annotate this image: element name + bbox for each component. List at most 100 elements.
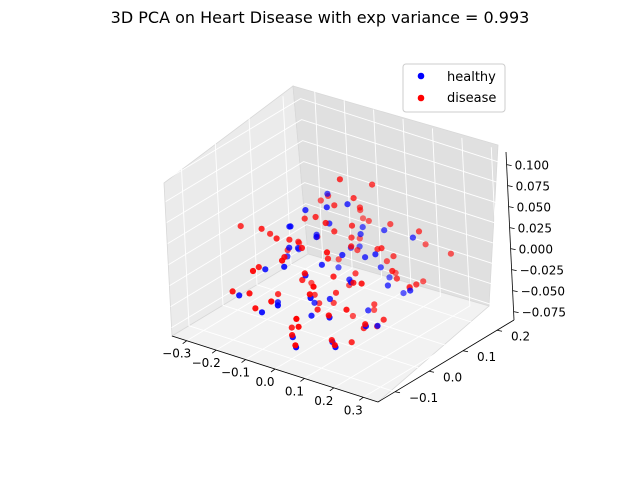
x-tick-mark xyxy=(241,359,246,363)
y-tick-label: −0.1 xyxy=(409,391,438,405)
legend-box xyxy=(402,63,506,113)
disease-point xyxy=(393,275,400,282)
disease-point xyxy=(295,238,302,245)
healthy-point xyxy=(323,204,330,211)
disease-point xyxy=(358,280,365,287)
healthy-point xyxy=(308,312,315,319)
disease-point xyxy=(331,228,338,235)
healthy-point xyxy=(359,224,366,231)
disease-point xyxy=(371,306,378,313)
z-grid-line xyxy=(164,98,507,181)
healthy-point xyxy=(339,251,346,259)
z-tick-label: 0.050 xyxy=(517,201,551,215)
disease-point xyxy=(352,270,359,277)
healthy-point xyxy=(409,234,416,241)
z-tick-label: −0.025 xyxy=(520,264,564,278)
disease-point xyxy=(267,230,274,237)
disease-point xyxy=(389,267,396,275)
healthy-point xyxy=(400,290,407,297)
disease-point xyxy=(312,213,319,221)
x-grid-line xyxy=(333,137,471,389)
disease-point xyxy=(420,278,427,285)
legend: healthy disease xyxy=(402,63,506,113)
healthy-point xyxy=(407,287,414,294)
disease-point xyxy=(422,241,429,248)
disease-point xyxy=(378,245,385,252)
disease-point xyxy=(349,312,356,320)
healthy-point xyxy=(311,299,318,306)
disease-point xyxy=(258,225,265,232)
healthy-point xyxy=(262,266,269,273)
healthy-point xyxy=(326,295,333,303)
x-tick-mark xyxy=(211,349,217,354)
healthy-point xyxy=(344,201,351,208)
disease-point xyxy=(323,249,331,256)
healthy-point xyxy=(313,234,320,241)
disease-point xyxy=(380,316,387,323)
disease-point xyxy=(332,289,340,296)
disease-point xyxy=(286,236,293,243)
legend-label-healthy: healthy xyxy=(447,70,496,85)
y-tick-mark xyxy=(496,329,503,332)
y-axis-line xyxy=(377,319,515,403)
y-tick-label: 0.1 xyxy=(477,350,496,364)
disease-point xyxy=(298,244,305,252)
z-tick-mark xyxy=(509,227,515,229)
healthy-point xyxy=(374,322,381,329)
z-tick-label: 0.000 xyxy=(519,243,553,257)
y-grid-line xyxy=(282,96,498,331)
y-tick-mark xyxy=(462,350,469,353)
disease-point xyxy=(356,204,363,211)
x-grid-line xyxy=(304,128,441,379)
disease-point xyxy=(348,222,356,229)
disease-point xyxy=(316,300,323,307)
healthy-point xyxy=(286,244,293,251)
disease-point xyxy=(383,258,390,265)
disease-point xyxy=(335,256,342,263)
z-tick-label: −0.050 xyxy=(521,285,565,299)
disease-point xyxy=(325,312,332,319)
legend-marker-disease xyxy=(417,94,425,102)
x-tick-label: 0.2 xyxy=(314,394,333,408)
disease-point xyxy=(362,321,369,328)
disease-point xyxy=(365,217,372,225)
disease-point xyxy=(348,339,355,346)
disease-point xyxy=(237,223,244,230)
disease-point xyxy=(229,288,236,295)
disease-point xyxy=(343,306,350,313)
z-axis-ticks: −0.075 −0.050 −0.025 0.000 0.025 0.050 0.075 0.… xyxy=(506,159,566,320)
healthy-point xyxy=(386,274,393,281)
disease-point xyxy=(371,301,378,308)
y-tick-mark xyxy=(394,391,401,394)
disease-point xyxy=(310,283,317,290)
disease-point xyxy=(322,219,329,227)
healthy-point xyxy=(365,307,372,314)
x-tick-mark xyxy=(182,340,187,345)
healthy-point xyxy=(287,223,294,230)
disease-point xyxy=(387,221,394,228)
z-tick-label: 0.075 xyxy=(516,180,550,194)
disease-point xyxy=(330,273,337,280)
x-tick-label: 0.0 xyxy=(255,375,274,389)
z-tick-label: 0.100 xyxy=(515,159,549,173)
disease-point xyxy=(415,228,423,235)
z-tick-mark xyxy=(506,164,512,166)
disease-point xyxy=(359,215,367,222)
disease-point xyxy=(301,270,308,277)
z-grid-line xyxy=(167,161,510,244)
disease-point xyxy=(252,305,259,312)
disease-point xyxy=(336,176,343,183)
x-tick-mark xyxy=(270,368,276,373)
disease-point xyxy=(301,215,308,222)
y-tick-label: 0.0 xyxy=(443,370,462,384)
z-tick-mark xyxy=(510,248,516,250)
disease-point xyxy=(268,298,275,305)
x-tick-label: −0.1 xyxy=(221,366,250,380)
healthy-point xyxy=(372,251,379,258)
disease-point xyxy=(317,197,324,204)
healthy-point xyxy=(335,264,342,271)
y-grid-line xyxy=(214,137,430,372)
x-tick-mark xyxy=(359,396,364,401)
z-tick-mark xyxy=(507,185,513,187)
z-grid-line xyxy=(166,140,509,223)
